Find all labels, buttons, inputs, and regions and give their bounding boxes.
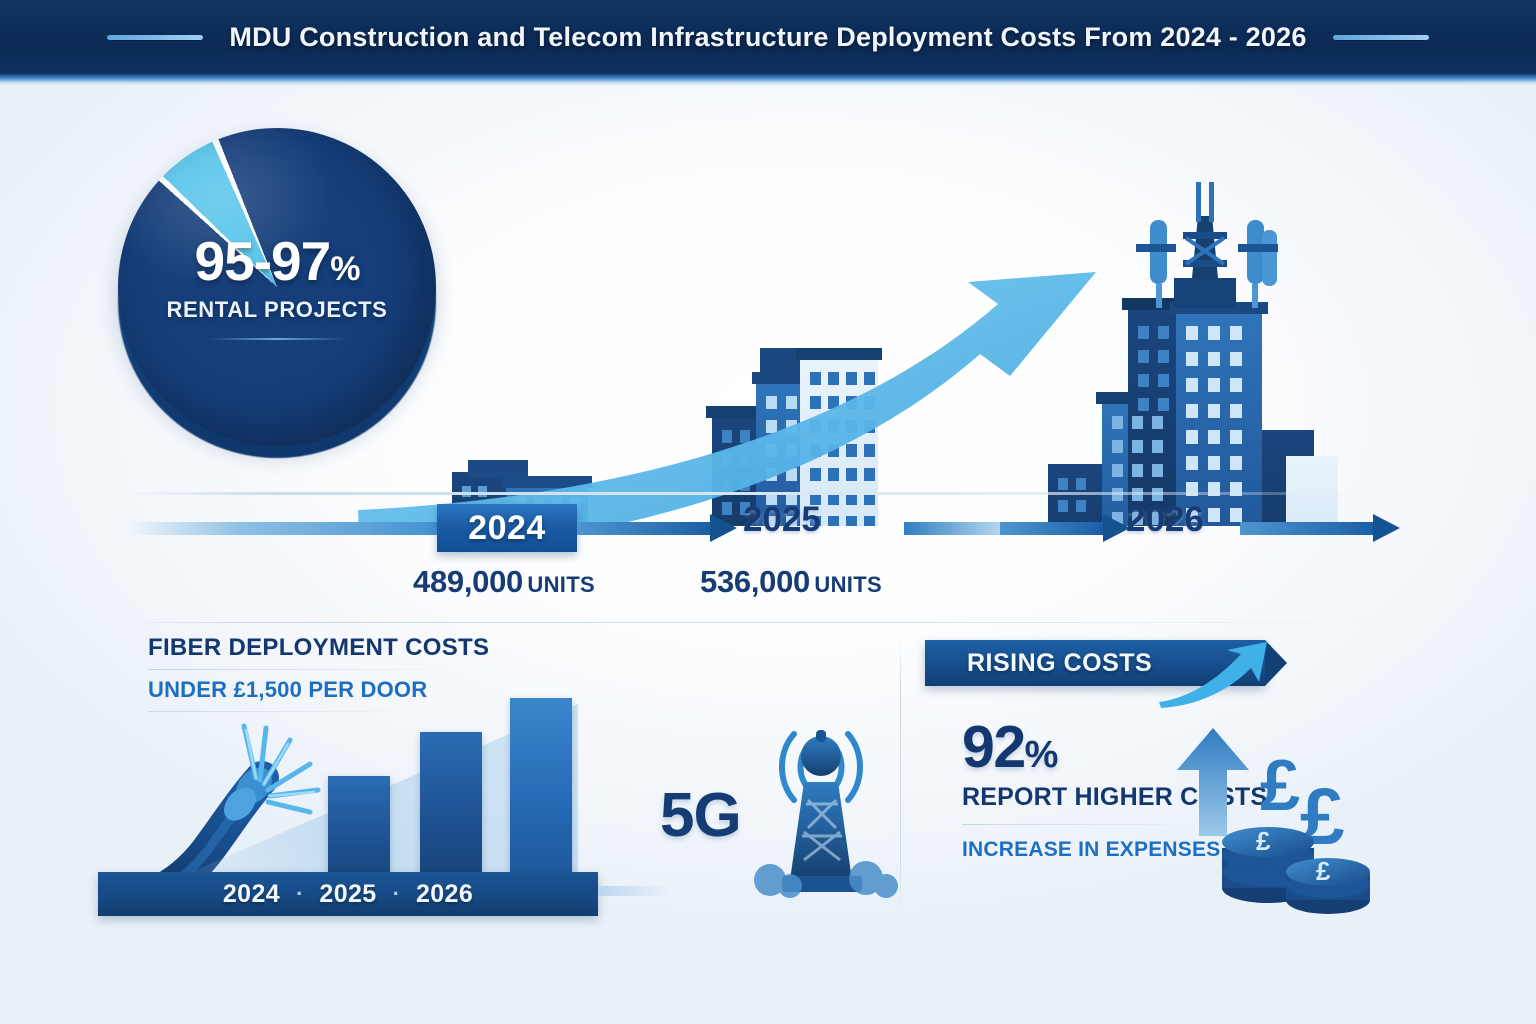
coin-stack-right: £ xyxy=(1286,856,1370,914)
timeline-year-2026-label[interactable]: 2026 xyxy=(1126,500,1204,539)
five-g-label: 5G xyxy=(660,781,742,850)
bar-label-separator: · xyxy=(296,881,304,906)
pound-symbol-back: £ xyxy=(1260,752,1300,826)
bar-year-label-2024: 2024 xyxy=(222,879,281,908)
arrow-head-icon xyxy=(1373,514,1400,542)
arrow-shaft xyxy=(1000,522,1104,535)
fiber-title: FIBER DEPLOYMENT COSTS xyxy=(148,634,490,661)
header-bar: MDU Construction and Telecom Infrastruct… xyxy=(0,0,1536,74)
pie-label: RENTAL PROJECTS xyxy=(166,297,388,322)
timeline-arrow-2024-to-2025 xyxy=(577,514,737,542)
pie-value-number: 95-97 xyxy=(194,230,332,292)
arrow-head-icon xyxy=(1103,514,1130,542)
timeline-lead-bar xyxy=(128,522,448,535)
fiber-subtitle-divider xyxy=(148,711,420,712)
fiber-section-header: FIBER DEPLOYMENT COSTS UNDER £1,500 PER … xyxy=(148,634,489,712)
upward-arrow-icon xyxy=(1177,728,1249,836)
units-value-2025: 536,000 xyxy=(700,564,810,599)
bar-chart-year-legend: 2024 · 2025 · 2026 xyxy=(98,872,598,916)
higher-costs-divider xyxy=(962,824,1210,825)
fiber-title-divider xyxy=(148,669,470,670)
arrow-shaft xyxy=(577,522,711,535)
svg-text:£: £ xyxy=(1316,856,1331,886)
arrow-shaft xyxy=(1240,522,1374,535)
svg-text:£: £ xyxy=(1256,826,1271,856)
timeline-year-2025-label[interactable]: 2025 xyxy=(743,500,821,539)
year-timeline: 2024 2025 2026 489,000 UNITS 536,000 UNI… xyxy=(0,498,1536,608)
increase-in-expenses-note: INCREASE IN EXPENSES xyxy=(962,838,1221,861)
fiber-cost-bar-chart xyxy=(118,668,578,904)
bushes-5g xyxy=(754,861,898,898)
telecom-tower-icon xyxy=(754,730,898,898)
units-label-2025: 536,000 UNITS xyxy=(700,564,882,600)
timeline-arrow-end xyxy=(1240,514,1400,542)
fiber-subtitle: UNDER £1,500 PER DOOR xyxy=(148,677,428,702)
bar-2026 xyxy=(510,698,572,904)
arrow-head-icon xyxy=(710,514,737,542)
timeline-arrow-2025-to-2026 xyxy=(1000,514,1130,542)
bar-year-label-2026: 2026 xyxy=(415,879,474,908)
timeline-badge-2024[interactable]: 2024 xyxy=(437,504,577,552)
timeline-year-2024-label: 2024 xyxy=(468,508,546,547)
five-g-block: 5G xyxy=(648,700,898,916)
units-label-2024: 489,000 UNITS xyxy=(413,564,595,600)
higher-costs-percent-symbol: % xyxy=(1024,734,1059,776)
higher-costs-value: 92% xyxy=(962,718,1267,777)
rising-trend-arrow-icon xyxy=(1159,642,1267,708)
section-divider-vertical xyxy=(900,638,901,916)
pie-value: 95-97% xyxy=(195,234,361,289)
scene-ground-line xyxy=(120,492,1420,495)
header-rule-left-icon xyxy=(107,34,204,40)
header-rule-right-icon xyxy=(1332,34,1429,40)
skyline-illustration xyxy=(358,182,1383,597)
units-word-2024: UNITS xyxy=(527,572,595,597)
higher-costs-number: 92 xyxy=(962,714,1026,780)
rising-costs-label: RISING COSTS xyxy=(967,648,1153,677)
bar-legend-tail-bar xyxy=(598,886,670,896)
pie-center-labels: 95-97% RENTAL PROJECTS xyxy=(118,128,436,446)
units-word-2025: UNITS xyxy=(814,572,882,597)
units-value-2024: 489,000 xyxy=(413,564,523,599)
pie-percent-symbol: % xyxy=(330,250,360,288)
page-title: MDU Construction and Telecom Infrastruct… xyxy=(229,21,1307,52)
bar-label-separator: · xyxy=(392,881,400,906)
bar-year-label-2025: 2025 xyxy=(319,879,377,908)
pound-coins-icon: £ £ £ £ xyxy=(1222,752,1370,914)
section-divider-horizontal xyxy=(118,622,1418,623)
pie-slices xyxy=(118,128,436,446)
city-skyline-scene xyxy=(0,86,1536,597)
header-accent-bar xyxy=(0,74,1536,86)
timeline-bar-after-2025 xyxy=(904,522,1004,535)
cell-tower-icon xyxy=(1136,182,1278,308)
pie-underline-divider xyxy=(208,338,346,340)
rising-costs-ribbon: RISING COSTS xyxy=(925,640,1287,686)
